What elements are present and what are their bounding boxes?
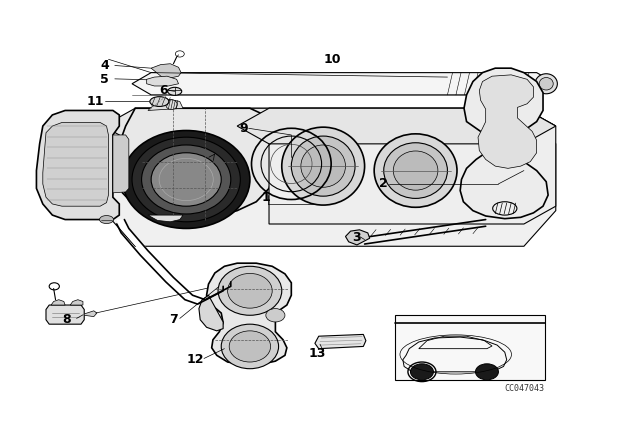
Text: 5: 5 bbox=[100, 73, 109, 86]
Ellipse shape bbox=[150, 97, 169, 107]
Circle shape bbox=[476, 364, 499, 380]
Ellipse shape bbox=[151, 153, 221, 206]
Text: 1: 1 bbox=[262, 191, 270, 204]
Polygon shape bbox=[148, 99, 183, 111]
Ellipse shape bbox=[301, 145, 346, 187]
Ellipse shape bbox=[218, 266, 282, 315]
Ellipse shape bbox=[229, 331, 271, 362]
Polygon shape bbox=[225, 283, 243, 292]
Polygon shape bbox=[199, 295, 223, 331]
Polygon shape bbox=[46, 305, 84, 324]
Polygon shape bbox=[478, 75, 537, 168]
Polygon shape bbox=[237, 108, 556, 144]
Polygon shape bbox=[269, 108, 556, 224]
Polygon shape bbox=[84, 311, 97, 317]
Text: 2: 2 bbox=[380, 177, 388, 190]
Polygon shape bbox=[119, 108, 275, 220]
Polygon shape bbox=[460, 68, 548, 219]
Ellipse shape bbox=[166, 100, 177, 110]
Text: 11: 11 bbox=[87, 95, 104, 108]
Polygon shape bbox=[43, 122, 108, 206]
Ellipse shape bbox=[122, 130, 250, 228]
Polygon shape bbox=[207, 263, 291, 365]
Text: 4: 4 bbox=[100, 60, 109, 73]
Polygon shape bbox=[151, 64, 181, 78]
Polygon shape bbox=[103, 108, 556, 144]
Polygon shape bbox=[346, 230, 370, 245]
Ellipse shape bbox=[132, 137, 241, 222]
Polygon shape bbox=[51, 300, 65, 305]
Ellipse shape bbox=[282, 127, 365, 205]
Polygon shape bbox=[113, 135, 129, 193]
Circle shape bbox=[266, 309, 285, 322]
Bar bbox=[395, 315, 545, 380]
Ellipse shape bbox=[221, 324, 278, 369]
Polygon shape bbox=[36, 111, 119, 220]
Ellipse shape bbox=[228, 273, 272, 308]
Ellipse shape bbox=[535, 74, 557, 94]
Text: 10: 10 bbox=[324, 53, 342, 66]
Polygon shape bbox=[147, 76, 179, 86]
Ellipse shape bbox=[394, 151, 438, 190]
Text: 3: 3 bbox=[353, 231, 361, 244]
Ellipse shape bbox=[493, 202, 517, 215]
Polygon shape bbox=[132, 73, 556, 95]
Ellipse shape bbox=[168, 87, 182, 95]
Polygon shape bbox=[70, 300, 83, 305]
Ellipse shape bbox=[209, 283, 227, 294]
Ellipse shape bbox=[374, 134, 457, 207]
Text: 8: 8 bbox=[63, 313, 71, 326]
Ellipse shape bbox=[291, 136, 355, 196]
Text: 6: 6 bbox=[159, 84, 168, 97]
Ellipse shape bbox=[141, 145, 231, 214]
Polygon shape bbox=[103, 108, 556, 246]
Polygon shape bbox=[148, 215, 183, 222]
Text: CC047043: CC047043 bbox=[504, 384, 544, 393]
Circle shape bbox=[410, 364, 433, 380]
Text: 12: 12 bbox=[187, 353, 205, 366]
Ellipse shape bbox=[540, 78, 553, 90]
Polygon shape bbox=[315, 334, 366, 349]
Text: 13: 13 bbox=[308, 347, 326, 360]
Ellipse shape bbox=[384, 143, 447, 198]
Text: 7: 7 bbox=[169, 313, 178, 326]
Text: 9: 9 bbox=[239, 122, 248, 135]
Ellipse shape bbox=[100, 215, 113, 224]
